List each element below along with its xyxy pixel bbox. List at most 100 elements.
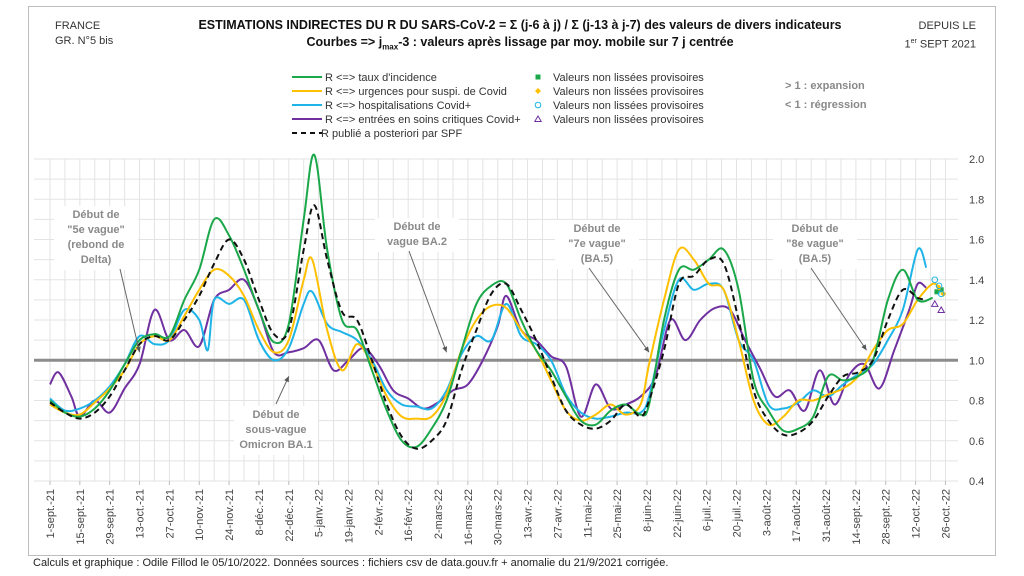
legend-marker-hospitalisations <box>534 101 542 109</box>
annotation-text: Début de <box>252 409 299 421</box>
annotation-text: Début de <box>791 223 838 235</box>
legend-label-hospitalisations: R <=> hospitalisations Covid+ <box>325 100 471 112</box>
legend-label-spf: R publié a posteriori par SPF <box>321 128 463 140</box>
x-tick-label: 3-août-22 <box>761 489 773 536</box>
since-label: DEPUIS LE <box>918 20 976 32</box>
marker-hospitalisations <box>935 282 943 290</box>
header-right: DEPUIS LE 1er SEPT 2021 <box>905 19 976 53</box>
title-line-2-post: -3 : valeurs après lissage par moy. mobi… <box>398 35 734 49</box>
x-tick-label: 30-mars-22 <box>493 489 505 545</box>
annotation-bg <box>375 218 459 252</box>
x-tick-label: 8-déc.-21 <box>254 489 266 535</box>
legend-marker-incidence <box>535 74 541 80</box>
arrow-head-icon <box>442 346 448 353</box>
y-tick-label: 1.4 <box>969 275 984 287</box>
series-line-urgences <box>49 246 942 427</box>
annotation-arrow <box>408 250 448 353</box>
x-tick-label: 15-sept.-21 <box>75 489 87 545</box>
annotation-text: Début de <box>393 221 440 233</box>
legend-label-incidence: R <=> taux d'incidence <box>325 72 437 84</box>
annotation-bg <box>54 206 138 270</box>
legend-marker-label: Valeurs non lissées provisoires <box>553 100 704 112</box>
arrow-head-icon <box>284 376 289 383</box>
title-line-2-pre: Courbes => j <box>306 35 383 49</box>
x-tick-label: 1-sept.-21 <box>45 489 57 539</box>
chart-title: ESTIMATIONS INDIRECTES DU R DU SARS-CoV-… <box>140 17 900 56</box>
legend-marker-label: Valeurs non lissées provisoires <box>553 72 704 84</box>
x-tick-label: 8-juin-22 <box>642 489 654 532</box>
x-tick-label: 2-févr.-22 <box>373 489 385 535</box>
series-line-spf <box>49 204 927 450</box>
x-tick-label: 22-juin-22 <box>672 489 684 538</box>
marker-soins_critiques <box>937 305 946 313</box>
annotation: Début de vague BA.2 <box>375 218 459 353</box>
marker-incidence <box>938 287 944 293</box>
legend-label-urgences: R <=> urgences pour suspi. de Covid <box>325 86 507 98</box>
annotation-text: Delta) <box>81 254 112 266</box>
marker-hospitalisations <box>931 276 939 284</box>
x-axis: 1-sept.-21 15-sept.-21 29-sept.-21 13-oct.-… <box>45 481 952 545</box>
title-line-2: Courbes => jmax-3 : valeurs après lissag… <box>140 34 900 56</box>
legend-label-soins_critiques: R <=> entrées en soins critiques Covid+ <box>325 114 521 126</box>
annotation-bg <box>234 406 318 455</box>
annotation-text: Omicron BA.1 <box>239 439 312 451</box>
annotation-arrow <box>810 267 867 351</box>
annotation-bg <box>773 220 857 269</box>
x-tick-label: 17-août-22 <box>791 489 803 542</box>
annotation-text: (BA.5) <box>799 253 832 265</box>
annotation-text: sous-vague <box>245 424 306 436</box>
arrow-head-icon <box>643 346 650 353</box>
annotation: Début de sous-vague Omicron BA.1 <box>234 376 318 455</box>
arrow-head-icon <box>135 346 141 353</box>
legend-marker-urgences <box>535 88 541 94</box>
y-axis: 2.0 1.8 1.6 1.4 1.2 1.0 0.8 0.6 0.4 <box>969 154 984 488</box>
annotation-text: "7e vague" <box>568 238 626 250</box>
since-date-day: 1 <box>904 38 911 51</box>
x-tick-label: 14-sept.-22 <box>851 489 863 545</box>
legend-marker-label: Valeurs non lissées provisoires <box>553 86 704 98</box>
annotation: Début de "5e vague" (rebond de Delta) <box>54 206 141 353</box>
grid <box>34 158 958 482</box>
annotation-arrow <box>588 267 650 353</box>
y-tick-label: 1.8 <box>969 194 984 206</box>
x-tick-label: 16-mars-22 <box>463 489 475 545</box>
x-tick-label: 24-nov.-21 <box>224 489 236 541</box>
legend: R <=> taux d'incidence R <=> urgences pou… <box>292 72 704 140</box>
series-line-incidence <box>49 153 933 449</box>
since-date-sup: er <box>910 38 917 45</box>
series-group <box>49 153 942 450</box>
reference-labels: > 1 : expansion < 1 : régression <box>785 80 867 111</box>
x-tick-label: 22-déc.-21 <box>284 489 296 542</box>
marker-soins_critiques <box>930 299 939 307</box>
annotation-arrow <box>119 268 141 353</box>
x-tick-label: 12-oct.-22 <box>911 489 923 539</box>
since-date-rest: SEPT 2021 <box>916 38 976 51</box>
marker-incidence <box>934 289 940 295</box>
y-tick-label: 1.0 <box>969 355 984 367</box>
x-tick-label: 20-juil.-22 <box>732 489 744 537</box>
annotation-text: (rebond de <box>68 239 125 251</box>
reference-label: < 1 : régression <box>785 99 867 111</box>
title-line-2-sub: max <box>382 42 399 52</box>
annotation-text: vague BA.2 <box>387 236 447 248</box>
provisional-markers <box>930 276 947 313</box>
footer-credits: Calculs et graphique : Odile Fillod le 0… <box>33 557 669 569</box>
annotation: Début de "7e vague" (BA.5) <box>555 220 650 353</box>
x-tick-label: 25-mai-22 <box>612 489 624 539</box>
legend-marker-label: Valeurs non lissées provisoires <box>553 114 704 126</box>
marker-urgences <box>936 284 943 291</box>
x-tick-label: 31-août-22 <box>821 489 833 542</box>
x-tick-label: 13-oct.-21 <box>135 489 147 539</box>
annotation-bg <box>555 220 639 269</box>
x-tick-label: 28-sept.-22 <box>881 489 893 545</box>
series-line-soins_critiques <box>49 278 927 418</box>
annotation-text: Début de <box>72 209 119 221</box>
y-tick-label: 1.2 <box>969 315 984 327</box>
x-tick-label: 26-oct.-22 <box>940 489 952 539</box>
since-date: 1er SEPT 2021 <box>905 34 976 53</box>
arrow-head-icon <box>861 344 867 351</box>
graph-number: GR. N°5 bis <box>55 35 114 47</box>
x-tick-label: 10-nov.-21 <box>194 489 206 541</box>
x-tick-label: 19-janv.-22 <box>343 489 355 543</box>
